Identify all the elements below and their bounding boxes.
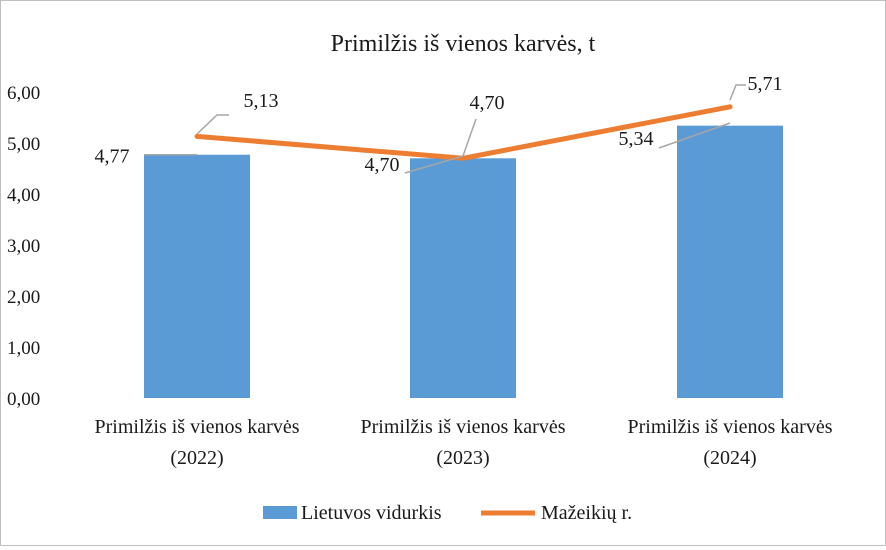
x-tick-label: Primilžis iš vienos karvės [361,416,566,438]
line-series [194,104,733,161]
data-label: 5,34 [619,128,654,150]
leader-line [658,122,731,149]
y-axis: 0,00 1,00 2,00 3,00 4,00 5,00 6,00 [7,83,40,410]
x-axis: Primilžis iš vienos karvės (2022) Primilži… [95,416,833,469]
legend-label: Lietuvos vidurkis [301,502,442,524]
x-tick-label: (2023) [436,447,489,469]
leader-lines [144,84,746,174]
bar-series [144,125,783,398]
data-label: 5,71 [748,73,783,95]
legend-label: Mažeikių r. [541,502,632,524]
data-label: 5,13 [244,90,279,112]
x-tick-label: (2022) [170,447,223,469]
data-labels: 4,77 4,70 5,34 5,13 4,70 5,71 [95,73,783,176]
x-tick-label: Primilžis iš vienos karvės [628,416,833,438]
x-tick-label: (2024) [703,447,756,469]
y-tick-label: 4,00 [7,185,40,206]
legend: Lietuvos vidurkis Mažeikių r. [263,502,632,524]
x-tick-label: Primilžis iš vienos karvės [95,416,300,438]
y-tick-label: 1,00 [7,338,40,359]
data-label: 4,70 [365,154,400,176]
data-label: 4,70 [470,92,505,114]
y-tick-label: 2,00 [7,287,40,308]
bar [677,125,783,398]
bar [410,158,516,398]
leader-line [729,84,746,101]
chart-title: Primilžis iš vienos karvės, t [331,31,596,57]
data-label: 4,77 [95,146,130,168]
leader-line [404,155,464,174]
leader-line [462,118,477,157]
legend-swatch-bar [263,506,297,519]
leader-line [196,114,229,135]
bar [144,154,250,398]
y-tick-label: 3,00 [7,236,40,257]
y-tick-label: 6,00 [7,83,40,104]
y-tick-label: 5,00 [7,134,40,155]
series-line [194,104,733,161]
y-tick-label: 0,00 [7,389,40,410]
